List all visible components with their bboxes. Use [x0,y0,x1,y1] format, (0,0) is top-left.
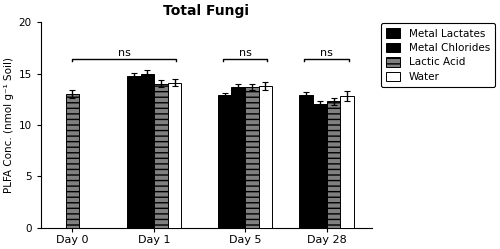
Bar [127,76,140,228]
Bar [140,73,154,228]
Bar [66,94,79,228]
Text: ns: ns [238,48,252,58]
Bar [313,104,326,228]
Bar [232,87,245,228]
Legend: Metal Lactates, Metal Chlorides, Lactic Acid, Water: Metal Lactates, Metal Chlorides, Lactic … [380,23,496,87]
Bar [154,84,168,228]
Text: ns: ns [118,48,131,58]
Bar [245,87,258,228]
Title: Total Fungi: Total Fungi [164,4,250,18]
Bar [326,101,340,228]
Y-axis label: PLFA Conc. (nmol g⁻¹ Soil): PLFA Conc. (nmol g⁻¹ Soil) [4,57,14,193]
Bar [340,96,354,228]
Text: ns: ns [320,48,333,58]
Bar [258,86,272,228]
Bar [300,95,313,228]
Bar [218,95,232,228]
Bar [168,83,181,228]
